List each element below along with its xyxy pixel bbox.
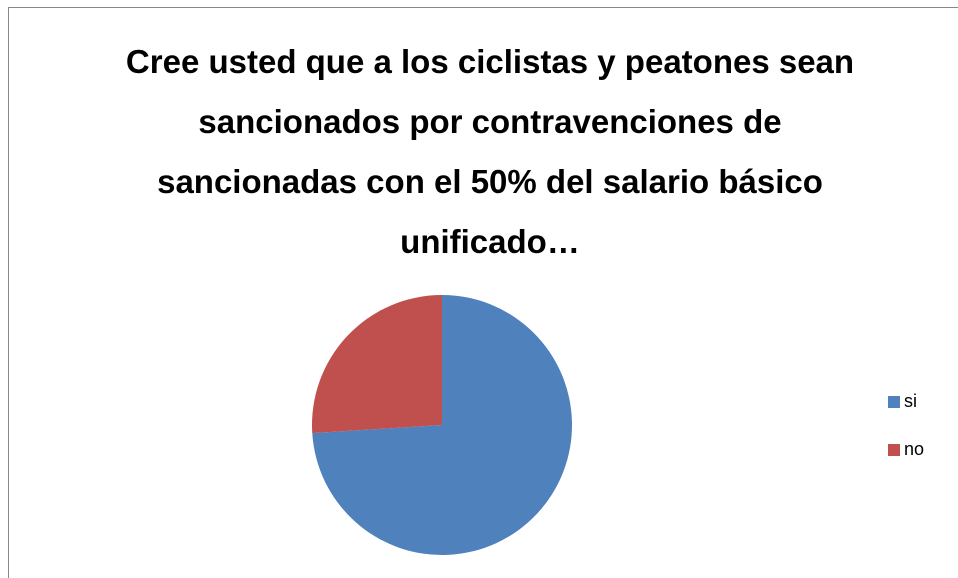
- chart-border: [8, 7, 958, 578]
- legend-label: no: [904, 439, 924, 459]
- pie-slice: [312, 295, 442, 434]
- chart-title: Cree usted que a los ciclistas y peatone…: [125, 43, 855, 260]
- legend-swatch: [888, 396, 900, 408]
- pie-slice: [312, 295, 572, 555]
- legend-swatch: [888, 444, 900, 456]
- legend-label: si: [904, 391, 917, 411]
